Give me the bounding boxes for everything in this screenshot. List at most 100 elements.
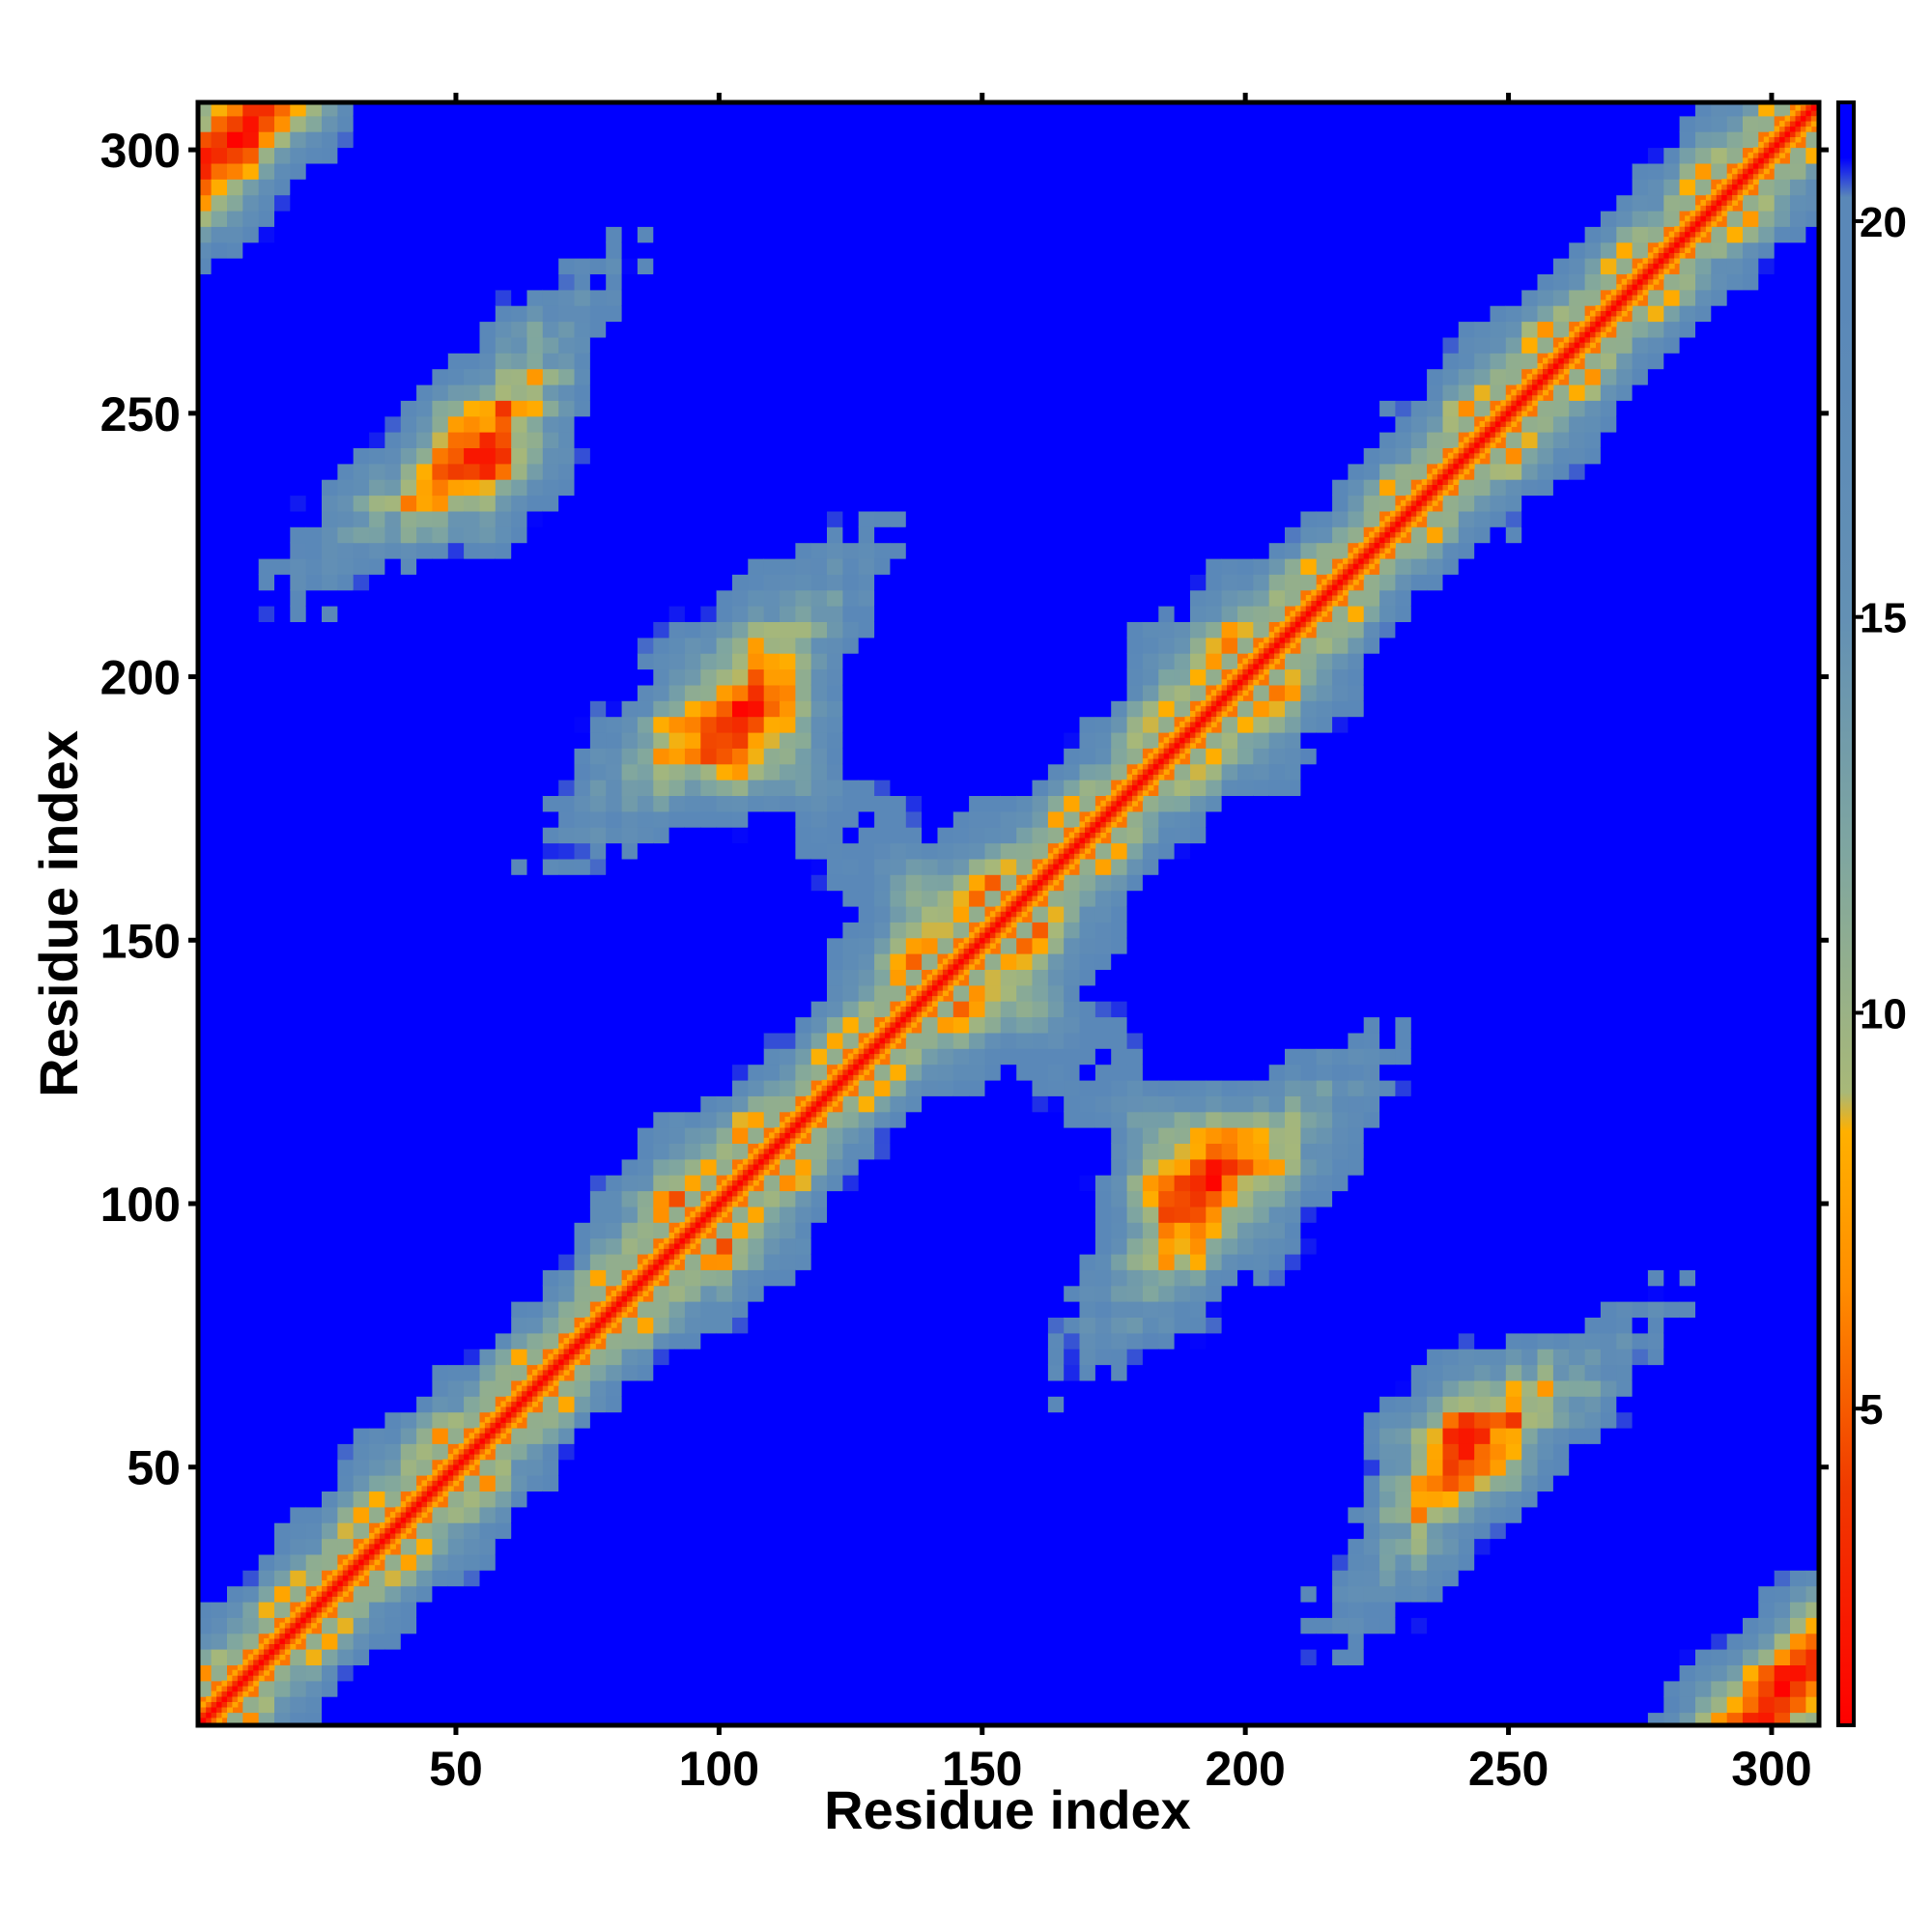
heatmap-cell — [842, 890, 860, 907]
heatmap-cell — [305, 384, 323, 401]
heatmap-cell — [858, 1269, 875, 1287]
heatmap-cell — [227, 795, 244, 812]
heatmap-cell — [874, 179, 892, 196]
heatmap-cell — [922, 1459, 939, 1476]
heatmap-cell — [827, 542, 844, 559]
heatmap-cell — [574, 621, 591, 639]
heatmap-cell — [211, 1364, 228, 1381]
heatmap-cell — [732, 1601, 750, 1618]
heatmap-cell — [668, 1538, 686, 1555]
heatmap-cell — [384, 495, 402, 512]
heatmap-cell — [842, 748, 860, 765]
heatmap-cell — [511, 431, 528, 448]
heatmap-cell — [763, 415, 781, 433]
heatmap-cell — [432, 321, 449, 338]
heatmap-cell — [748, 1617, 765, 1634]
heatmap-cell — [511, 1143, 528, 1160]
heatmap-cell — [479, 1491, 497, 1508]
heatmap-cell — [606, 1443, 623, 1461]
heatmap-cell — [922, 1664, 939, 1682]
heatmap-cell — [700, 194, 718, 212]
heatmap-cell — [716, 874, 733, 892]
heatmap-cell — [526, 1032, 544, 1049]
heatmap-cell — [432, 1648, 449, 1665]
heatmap-cell — [716, 1396, 733, 1413]
heatmap-cell — [558, 668, 576, 686]
heatmap-cell — [606, 1079, 623, 1096]
heatmap-cell — [337, 1427, 355, 1444]
heatmap-cell — [716, 1143, 733, 1160]
heatmap-cell — [290, 668, 307, 686]
heatmap-cell — [606, 1111, 623, 1128]
heatmap-cell — [890, 162, 907, 180]
heatmap-cell — [842, 147, 860, 164]
heatmap-cell — [574, 463, 591, 480]
heatmap-cell — [668, 1158, 686, 1176]
heatmap-cell — [416, 336, 434, 354]
heatmap-cell — [305, 589, 323, 607]
heatmap-cell — [621, 1427, 639, 1444]
heatmap-cell — [732, 1206, 750, 1223]
heatmap-cell — [511, 557, 528, 575]
heatmap-cell — [842, 115, 860, 132]
heatmap-cell — [353, 1032, 370, 1049]
heatmap-cell — [952, 1491, 970, 1508]
heatmap-cell — [922, 400, 939, 417]
heatmap-cell — [258, 905, 275, 923]
heatmap-cell — [637, 700, 654, 718]
heatmap-cell — [890, 1364, 907, 1381]
heatmap-cell — [227, 700, 244, 718]
heatmap-cell — [416, 273, 434, 291]
heatmap-cell — [526, 1491, 544, 1508]
heatmap-cell — [810, 731, 828, 749]
heatmap-cell — [558, 731, 576, 749]
heatmap-cell — [905, 1111, 923, 1128]
heatmap-cell — [511, 1253, 528, 1270]
heatmap-cell — [700, 1001, 718, 1018]
heatmap-cell — [305, 1079, 323, 1096]
heatmap-cell — [606, 1064, 623, 1081]
heatmap-cell — [511, 226, 528, 243]
heatmap-cell — [668, 1553, 686, 1571]
heatmap-cell — [511, 605, 528, 622]
heatmap-cell — [732, 542, 750, 559]
heatmap-cell — [810, 668, 828, 686]
heatmap-cell — [780, 905, 797, 923]
heatmap-cell — [384, 1095, 402, 1113]
heatmap-cell — [542, 1016, 559, 1034]
heatmap-cell — [937, 542, 954, 559]
heatmap-cell — [242, 668, 260, 686]
heatmap-cell — [780, 621, 797, 639]
heatmap-cell — [479, 1379, 497, 1397]
heatmap-cell — [905, 1190, 923, 1208]
heatmap-cell — [952, 1601, 970, 1618]
heatmap-cell — [732, 605, 750, 622]
heatmap-cell — [621, 557, 639, 575]
heatmap-cell — [322, 368, 339, 385]
heatmap-cell — [874, 1190, 892, 1208]
heatmap-cell — [684, 984, 701, 1002]
heatmap-cell — [780, 179, 797, 196]
heatmap-cell — [242, 795, 260, 812]
heatmap-cell — [384, 102, 402, 117]
heatmap-cell — [842, 1158, 860, 1176]
heatmap-cell — [716, 415, 733, 433]
heatmap-cell — [542, 1206, 559, 1223]
heatmap-cell — [227, 1111, 244, 1128]
heatmap-cell — [322, 1648, 339, 1665]
heatmap-cell — [700, 937, 718, 954]
heatmap-cell — [574, 1680, 591, 1697]
heatmap-cell — [447, 716, 465, 733]
heatmap-cell — [827, 922, 844, 939]
heatmap-cell — [495, 1095, 512, 1113]
heatmap-cell — [732, 1364, 750, 1381]
heatmap-cell — [542, 779, 559, 796]
heatmap-cell — [322, 273, 339, 291]
heatmap-cell — [211, 1411, 228, 1429]
heatmap-cell — [716, 1459, 733, 1476]
heatmap-cell — [305, 842, 323, 860]
heatmap-cell — [400, 574, 417, 591]
heatmap-cell — [716, 1601, 733, 1618]
heatmap-cell — [905, 1285, 923, 1302]
heatmap-cell — [542, 1332, 559, 1350]
